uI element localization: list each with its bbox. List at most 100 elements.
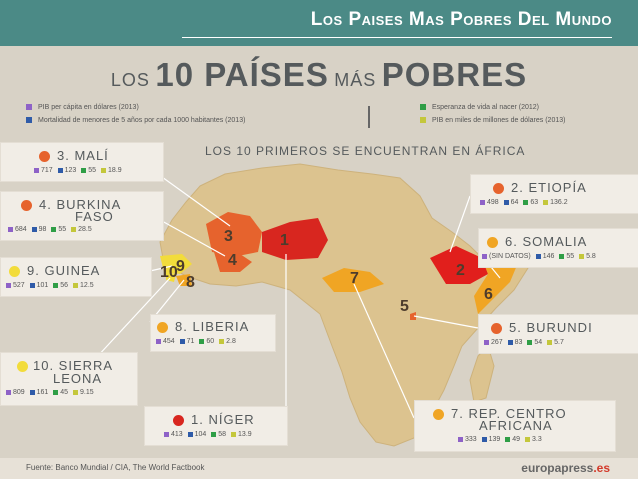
map-label-1: 1: [280, 232, 289, 249]
purple-square-icon: [6, 282, 11, 288]
ethiopia-shape: [430, 246, 488, 284]
map-label-2: 2: [456, 262, 465, 279]
panel-niger: 1. NÍGER 413 104 58 13.9: [144, 406, 288, 446]
yellow-square-icon: [73, 282, 79, 288]
green-square-icon: [523, 199, 529, 205]
purple-square-icon: [34, 167, 39, 173]
subheading: LOS 10 PRIMEROS SE ENCUENTRAN EN ÁFRICA: [205, 144, 526, 158]
country-stats: 498 64 63 136.2: [477, 199, 568, 206]
stat-mortality: 139: [488, 436, 501, 443]
heading-pobres: POBRES: [381, 56, 528, 93]
etiopia-dot-icon: [493, 183, 504, 194]
panel-sierra-leona: 10. SIERRA LEONA 809 161 45 9.15: [0, 352, 138, 406]
purple-square-icon: [164, 431, 169, 437]
stat-life-expectancy: 63: [530, 199, 539, 206]
rca-dot-icon: [433, 409, 444, 420]
map-label-3: 3: [224, 228, 233, 245]
stat-mortality: 98: [38, 226, 47, 233]
country-stats: 413 104 58 13.9: [161, 431, 252, 438]
blue-square-icon: [57, 167, 63, 173]
legend-item: Mortalidad de menores de 5 años por cada…: [26, 117, 245, 124]
stat-gdp-total: 136.2: [550, 199, 568, 206]
africa-map: [95, 163, 529, 447]
europapress-logo: europapress.es: [521, 461, 610, 475]
somalia-shape: [474, 258, 520, 314]
country-name: 3. MALÍ: [57, 148, 109, 163]
blue-square-icon: [26, 117, 32, 124]
legend-left: PIB per cápita en dólares (2013) Mortali…: [26, 104, 245, 124]
purple-square-icon: [156, 338, 161, 344]
stat-gdp-total: 3.3: [532, 436, 542, 443]
stat-mortality: 161: [36, 389, 49, 396]
country-stats: 527 101 56 12.5: [3, 282, 94, 289]
panel-rep-centro-africana: 7. REP. CENTRO AFRICANA 333 139 49 3.3: [414, 400, 616, 452]
stat-mortality: 71: [186, 338, 195, 345]
blue-square-icon: [507, 339, 513, 345]
source-credit: Fuente: Banco Mundial / CIA, The World F…: [26, 463, 205, 472]
panel-mali: 3. MALÍ 717 123 55 18.9: [0, 142, 164, 182]
stat-gdp-total: 12.5: [80, 282, 94, 289]
green-square-icon: [211, 431, 217, 437]
yellow-square-icon: [547, 339, 553, 345]
stat-life-expectancy: 58: [218, 431, 227, 438]
panel-somalia: 6. SOMALIA (SIN DATOS) 146 55 5.8: [478, 228, 638, 268]
stat-life-expectancy: 55: [58, 226, 67, 233]
liberia-dot-icon: [157, 322, 168, 333]
blue-square-icon: [535, 253, 541, 259]
stat-life-expectancy: 49: [512, 436, 521, 443]
yellow-square-icon: [101, 167, 107, 173]
country-stats: 267 83 54 5.7: [481, 339, 564, 346]
yellow-square-icon: [525, 436, 531, 442]
burkina-dot-icon: [21, 200, 32, 211]
legend-label: Esperanza de vida al nacer (2012): [432, 104, 540, 111]
yellow-square-icon: [219, 338, 225, 344]
stat-mortality: 104: [194, 431, 207, 438]
purple-square-icon: [480, 199, 485, 205]
slide-title: Los Paises Mas Pobres Del Mundo: [310, 9, 612, 30]
legend-item: Esperanza de vida al nacer (2012): [420, 104, 565, 111]
somalia-dot-icon: [487, 237, 498, 248]
stat-life-expectancy: 60: [206, 338, 215, 345]
legend-right: Esperanza de vida al nacer (2012) PIB en…: [420, 104, 565, 124]
blue-square-icon: [503, 199, 509, 205]
stat-mortality: 83: [514, 339, 523, 346]
niger-dot-icon: [173, 415, 184, 426]
title-underline: [182, 37, 612, 38]
stat-gdp-total: 2.8: [226, 338, 236, 345]
country-name-line2: FASO: [75, 209, 114, 224]
panel-liberia: 8. LIBERIA 454 71 60 2.8: [150, 314, 276, 352]
map-label-5: 5: [400, 298, 409, 315]
yellow-square-icon: [579, 253, 585, 259]
stat-life-expectancy: 55: [566, 253, 575, 260]
country-name: 9. GUINEA: [27, 263, 101, 278]
country-name: 5. BURUNDI: [509, 320, 593, 335]
country-stats: 684 98 55 28.5: [5, 226, 92, 233]
green-square-icon: [53, 282, 59, 288]
legend-label: PIB en miles de millones de dólares (201…: [432, 117, 566, 124]
purple-square-icon: [8, 226, 13, 232]
infographic-footer: Fuente: Banco Mundial / CIA, The World F…: [0, 458, 638, 479]
map-label-4: 4: [228, 252, 237, 269]
country-name: 8. LIBERIA: [175, 319, 250, 334]
purple-square-icon: [458, 436, 463, 442]
map-label-10: 10: [160, 264, 178, 281]
stat-mortality: 146: [542, 253, 555, 260]
blue-square-icon: [481, 436, 487, 442]
stat-gdp-per-capita: 717: [41, 167, 53, 174]
sierra-leona-dot-icon: [17, 361, 28, 372]
stat-gdp-total: 13.9: [238, 431, 252, 438]
heading-mas: MÁS: [334, 70, 377, 90]
map-label-7: 7: [350, 270, 359, 287]
stat-gdp-per-capita: 809: [13, 389, 25, 396]
stat-gdp-per-capita: 684: [15, 226, 27, 233]
yellow-square-icon: [71, 226, 77, 232]
stat-life-expectancy: 54: [534, 339, 543, 346]
yellow-square-icon: [73, 389, 79, 395]
logo-main: europapress: [521, 461, 594, 475]
blue-square-icon: [29, 282, 35, 288]
legend-label: Mortalidad de menores de 5 años por cada…: [38, 117, 246, 124]
stat-gdp-total: 5.7: [554, 339, 564, 346]
stat-gdp-per-capita: 413: [171, 431, 183, 438]
infographic-heading: LOS 10 PAÍSES MÁS POBRES: [0, 56, 638, 94]
